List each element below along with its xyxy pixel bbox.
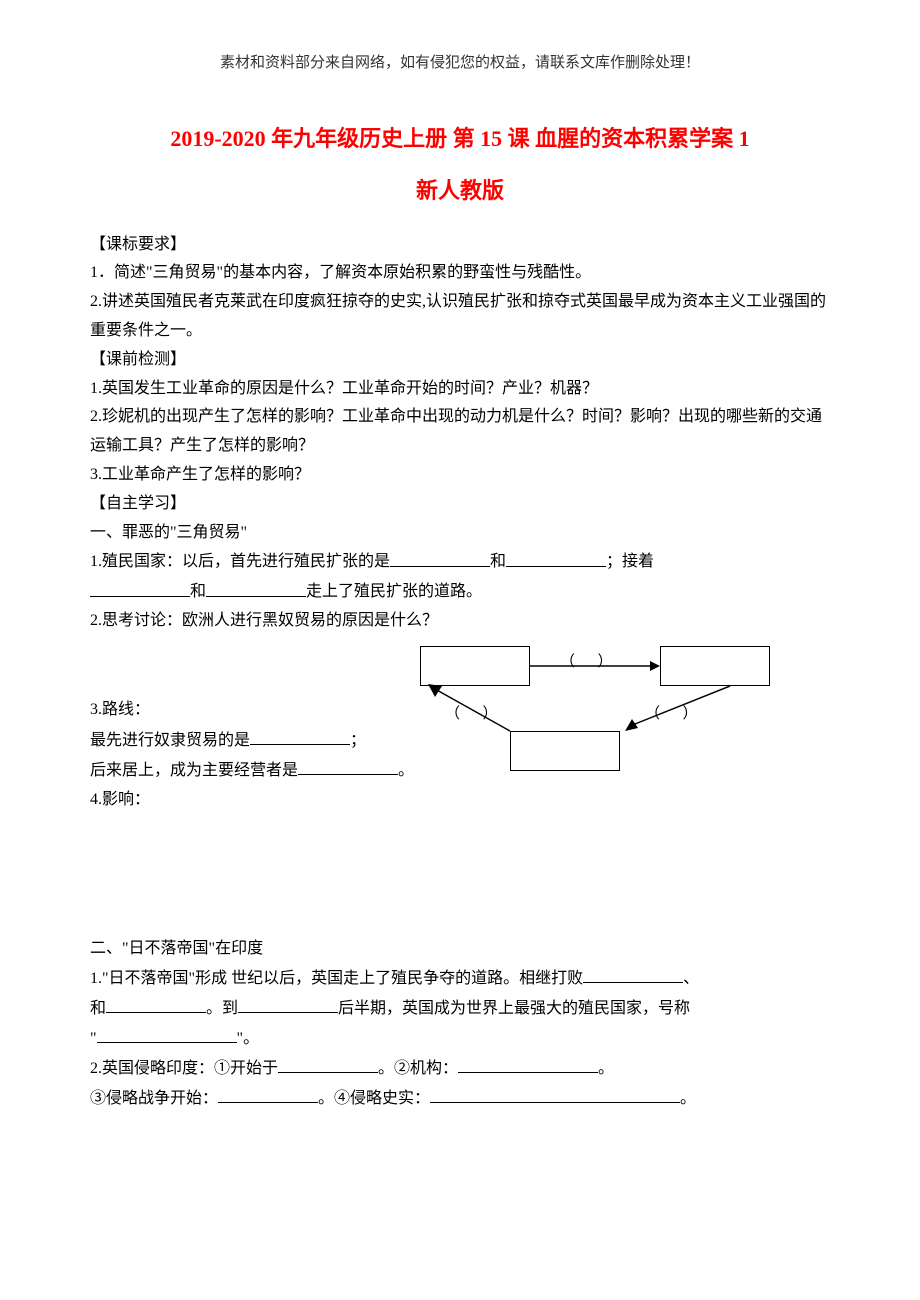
blank-fill: [90, 577, 190, 596]
blank-fill: [97, 1024, 237, 1043]
blank-fill: [206, 577, 306, 596]
s2-q1-l2-and: 和: [90, 1000, 106, 1017]
blank-fill: [430, 1084, 680, 1103]
spacing: [90, 815, 830, 935]
s2-q2-prefix: 2.英国侵略印度：①开始于: [90, 1060, 278, 1077]
blank-fill: [458, 1054, 598, 1073]
blank-fill: [278, 1054, 378, 1073]
section1-q1: 1.殖民国家：以后，首先进行殖民扩张的是 和 ；接着: [90, 547, 830, 577]
blank-fill: [390, 547, 490, 566]
s2-q2-l2-mid: 。④侵略史实：: [318, 1090, 430, 1107]
pretest-q3: 3.工业革命产生了怎样的影响？: [90, 461, 830, 490]
arrow-diagonal-up-icon: [425, 681, 525, 736]
section1-title: 一、罪恶的"三角贸易": [90, 519, 830, 548]
s2-q2-mid: 。②机构：: [378, 1060, 458, 1077]
section1-q2: 2.思考讨论：欧洲人进行黑奴贸易的原因是什么？: [90, 607, 830, 636]
pretest-q2: 2.珍妮机的出现产生了怎样的影响？工业革命中出现的动力机是什么？时间？影响？出现…: [90, 403, 830, 461]
section2-q1: 1."日不落帝国"形成 世纪以后，英国走上了殖民争夺的道路。相继打败 、: [90, 964, 830, 994]
diagram-box-bottom: [510, 731, 620, 771]
blank-fill: [583, 964, 683, 983]
header-disclaimer: 素材和资料部分来自网络，如有侵犯您的权益，请联系文库作删除处理！: [90, 50, 830, 77]
document-title-line2: 新人教版: [90, 171, 830, 211]
arrow-diagonal-down-icon: [620, 686, 740, 736]
section2-q1-line2: 和 。到 后半期，英国成为世界上最强大的殖民国家，号称: [90, 994, 830, 1024]
blank-fill: [106, 994, 206, 1013]
blank-fill: [506, 547, 606, 566]
section1-q3-label: 3.路线：: [90, 696, 150, 725]
section1-q3-line2: 后来居上，成为主要经营者是 。: [90, 756, 414, 786]
pretest-label: 【课前检测】: [90, 346, 830, 375]
s2-q1-prefix: 1."日不落帝国"形成 世纪以后，英国走上了殖民争夺的道路。相继打败: [90, 970, 583, 987]
section1-q3-line1: 最先进行奴隶贸易的是 ；: [90, 726, 366, 756]
diagram-box-top-right: [660, 646, 770, 686]
blank-fill: [218, 1084, 318, 1103]
s2-q2-l2-suffix: 。: [680, 1090, 696, 1107]
section1-q1-line2-and: 和: [190, 584, 206, 601]
section1-q1-suffix: ；接着: [606, 554, 654, 571]
q3-line2-prefix: 后来居上，成为主要经营者是: [90, 762, 298, 779]
section1-q4: 4.影响：: [90, 786, 830, 815]
q3-line1-suffix: ；: [350, 732, 366, 749]
section2-q2: 2.英国侵略印度：①开始于 。②机构： 。: [90, 1054, 830, 1084]
curriculum-req-2: 2.讲述英国殖民者克莱武在印度疯狂掠夺的史实,认识殖民扩张和掠夺式英国最早成为资…: [90, 288, 830, 346]
blank-fill: [238, 994, 338, 1013]
pretest-q1: 1.英国发生工业革命的原因是什么？工业革命开始的时间？产业？机器？: [90, 375, 830, 404]
s2-q2-l2-prefix: ③侵略战争开始：: [90, 1090, 218, 1107]
q3-line2-suffix: 。: [398, 762, 414, 779]
arrow-right-icon: [530, 659, 660, 674]
q3-line1-prefix: 最先进行奴隶贸易的是: [90, 732, 250, 749]
curriculum-requirements-label: 【课标要求】: [90, 231, 830, 260]
section1-q1-prefix: 1.殖民国家：以后，首先进行殖民扩张的是: [90, 554, 390, 571]
s2-q2-suffix: 。: [598, 1060, 614, 1077]
s2-q1-comma: 、: [683, 970, 699, 987]
self-study-label: 【自主学习】: [90, 490, 830, 519]
section2-title: 二、"日不落帝国"在印度: [90, 935, 830, 964]
blank-fill: [298, 756, 398, 775]
section1-q1-line2-suffix: 走上了殖民扩张的道路。: [306, 584, 482, 601]
triangle-trade-diagram: （ ） （ ） （ ） 3.路线： 最先进行奴隶贸易的是； 后来居上，成为主要经…: [90, 641, 830, 781]
section2-q2-line2: ③侵略战争开始： 。④侵略史实： 。: [90, 1084, 830, 1114]
s2-q1-l3-suffix: "。: [237, 1030, 260, 1047]
section2-q1-line3: ""。: [90, 1024, 830, 1054]
curriculum-req-1: 1．简述"三角贸易"的基本内容，了解资本原始积累的野蛮性与残酷性。: [90, 259, 830, 288]
s2-q1-l2-to: 。到: [206, 1000, 238, 1017]
section1-q1-line2: 和 走上了殖民扩张的道路。: [90, 577, 830, 607]
document-title-line1: 2019-2020 年九年级历史上册 第 15 课 血腥的资本积累学案 1: [90, 117, 830, 161]
s2-q1-l2-suffix: 后半期，英国成为世界上最强大的殖民国家，号称: [338, 1000, 690, 1017]
blank-fill: [250, 726, 350, 745]
section1-q1-and: 和: [490, 554, 506, 571]
diagram-box-top-left: [420, 646, 530, 686]
